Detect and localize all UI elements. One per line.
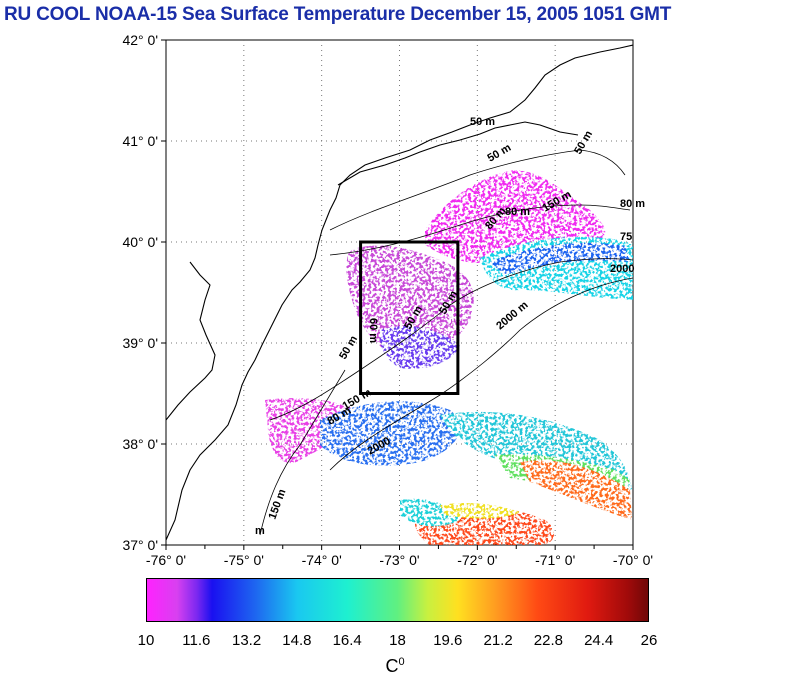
- sst-patch-magenta-shelf: [346, 245, 474, 361]
- sst-patch-blue-south: [320, 401, 460, 466]
- lon-tick-label: -76° 0': [146, 552, 186, 568]
- colorbar-tick-label: 21.2: [483, 632, 513, 649]
- colorbar-tick-label: 26: [640, 632, 658, 649]
- study-area-box: [359, 240, 460, 395]
- lat-tick-label: 42° 0': [122, 32, 158, 48]
- isobath-shelfbreak: [269, 258, 633, 421]
- sst-patch-yellow-bottom: [440, 502, 520, 519]
- coastline-delmarva: [166, 261, 216, 421]
- isobath-50m-south: [259, 369, 346, 536]
- colorbar-unit: C0: [385, 656, 405, 676]
- isobath-label: 2000: [610, 263, 634, 275]
- isobath-label: 50 m: [470, 116, 495, 128]
- sst-data-layer: [166, 44, 633, 545]
- lon-tick-label: -70° 0': [613, 552, 653, 568]
- lon-tick-label: -73° 0': [379, 552, 419, 568]
- lon-tick-label: -74° 0': [302, 552, 342, 568]
- isobath-80m: [329, 204, 631, 256]
- axis-labels: 42° 0' 41° 0' 40° 0' 39° 0' 38° 0' 37° 0'-76°…: [122, 32, 653, 568]
- sst-patch-orange: [520, 460, 632, 520]
- lat-tick-label: 40° 0': [122, 234, 158, 250]
- colorbar: [146, 578, 649, 622]
- lat-tick-label: 37° 0': [122, 537, 158, 553]
- lat-tick-label: 41° 0': [122, 133, 158, 149]
- isobath-50m-north: [329, 149, 626, 231]
- lat-tick-label: 39° 0': [122, 335, 158, 351]
- chart-title: RU COOL NOAA-15 Sea Surface Temperature …: [4, 4, 672, 25]
- colorbar-tick-label: 22.8: [533, 632, 563, 649]
- colorbar-tick-label: 19.6: [433, 632, 463, 649]
- colorbar-tick-label: 24.4: [584, 632, 614, 649]
- colorbar-tick-label: 10: [137, 632, 155, 649]
- lon-tick-label: -71° 0': [535, 552, 575, 568]
- colorbar-tick-label: 11.6: [182, 632, 211, 649]
- isobath-label: 75: [620, 231, 632, 243]
- colorbar-tick-label: 16.4: [332, 632, 362, 649]
- sst-patch-blue-edge: [490, 242, 630, 275]
- isobath-label: 80 m: [620, 198, 645, 210]
- colorbar-tick-label: 14.8: [282, 632, 312, 649]
- sst-patch-violet: [379, 325, 460, 369]
- colorbar-tick-label: 13.2: [231, 632, 262, 649]
- colorbar-tick-label: 18: [389, 632, 406, 649]
- lon-tick-label: -75° 0': [224, 552, 264, 568]
- isobath-label: 80 m: [505, 206, 530, 218]
- lat-tick-label: 38° 0': [122, 436, 158, 452]
- isobath-2000m: [329, 277, 633, 471]
- sst-patch-cyan-bottom: [400, 498, 460, 527]
- isobath-label: m: [255, 525, 265, 537]
- coastline-long-island: [337, 121, 579, 186]
- coastline-nj-ny: [166, 44, 633, 541]
- isobath-label: 60 m: [367, 318, 379, 343]
- lon-tick-label: -72° 0': [457, 552, 497, 568]
